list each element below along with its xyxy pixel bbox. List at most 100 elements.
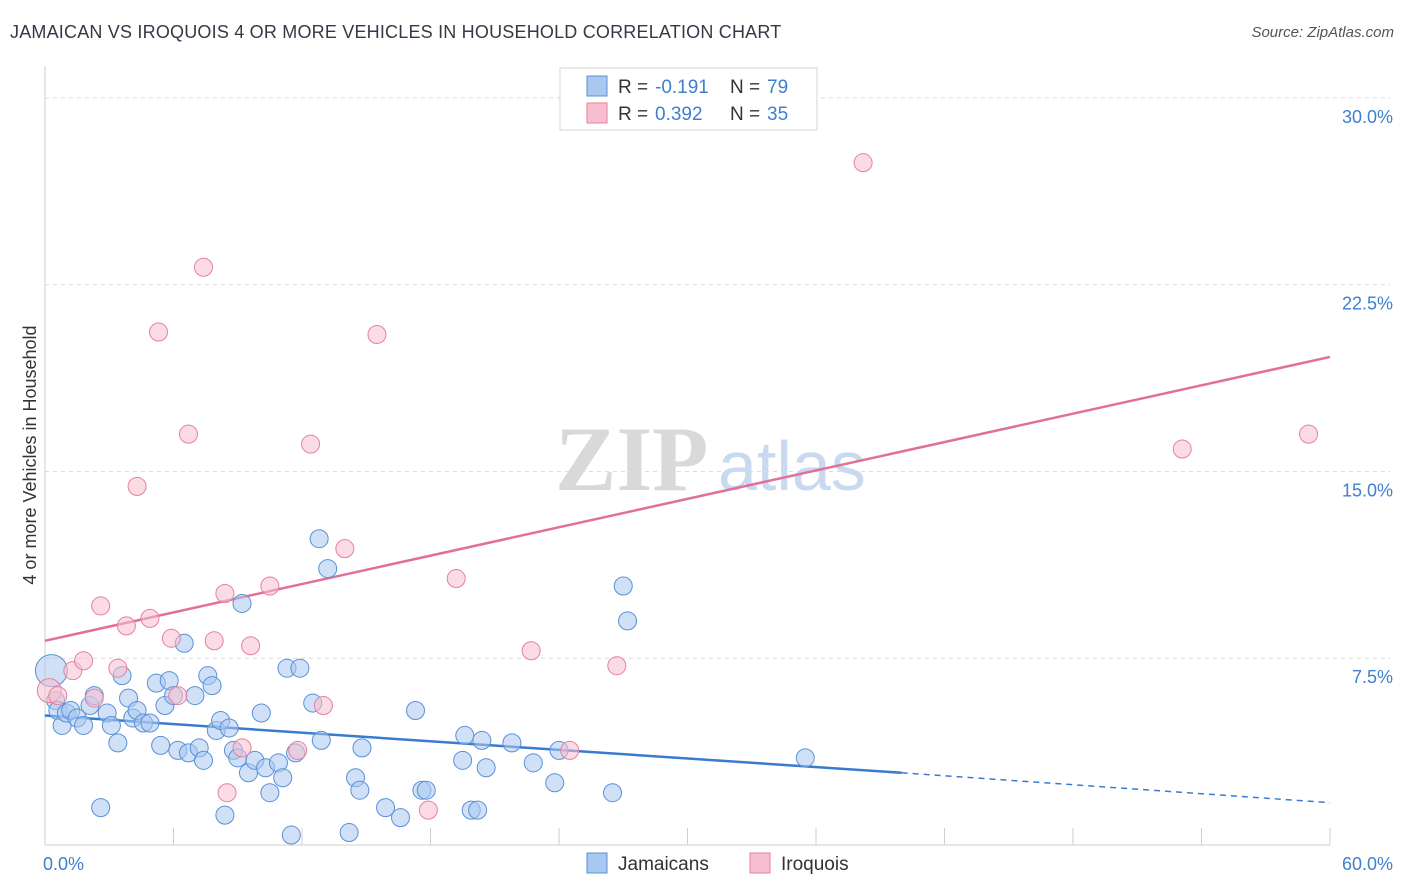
legend-n-value-iroquois: 35 [767,104,788,125]
point-jamaicans [202,676,222,696]
point-iroquois [149,322,169,342]
legend-r-label: R = [618,104,648,125]
point-iroquois [84,688,104,708]
point-iroquois [108,658,128,678]
legend-r-value-iroquois: 0.392 [655,104,703,125]
point-jamaicans [290,658,310,678]
point-jamaicans [91,798,111,818]
chart-title: JAMAICAN VS IROQUOIS 4 OR MORE VEHICLES … [10,22,782,42]
point-jamaicans [215,805,235,825]
point-jamaicans [391,808,411,828]
point-iroquois [91,596,111,616]
x-tick-labels: 0.0% 60.0% [43,854,1393,874]
point-jamaicans [108,733,128,753]
point-jamaicans [151,735,171,755]
point-iroquois [607,656,627,676]
point-jamaicans [101,715,121,735]
watermark-zip: ZIP [555,408,708,510]
point-jamaicans [502,733,522,753]
point-jamaicans [318,559,338,579]
point-jamaicans [260,783,280,803]
point-iroquois [853,153,873,173]
point-iroquois [193,257,213,277]
point-iroquois [140,608,160,628]
point-iroquois [204,631,224,651]
point-jamaicans [281,825,301,845]
point-jamaicans [193,750,213,770]
point-iroquois [168,686,188,706]
point-iroquois [367,324,387,344]
point-iroquois [335,539,355,559]
point-iroquois [446,569,466,589]
point-iroquois [288,740,308,760]
point-iroquois [521,641,541,661]
axes [44,66,1331,846]
point-iroquois [217,783,237,803]
legend-r-label: R = [618,77,648,98]
point-jamaicans [613,576,633,596]
point-iroquois [48,686,68,706]
point-iroquois [241,636,261,656]
y-tick-label: 22.5% [1342,294,1393,314]
legend-n-label: N = [730,104,760,125]
point-jamaicans [232,593,252,613]
point-jamaicans [455,725,475,745]
point-jamaicans [311,730,331,750]
y-axis-label: 4 or more Vehicles in Household [20,325,40,584]
point-jamaicans [618,611,638,631]
y-tick-label: 15.0% [1342,480,1393,500]
x-tick-label: 60.0% [1342,854,1393,874]
watermark: ZIP atlas [555,408,866,510]
stats-legend: R = -0.191 N = 79 R = 0.392 N = 35 [559,67,818,131]
point-iroquois [232,738,252,758]
bottom-legend-label-iroquois: Iroquois [781,854,849,875]
y-tick-label: 7.5% [1352,667,1393,687]
point-jamaicans [472,730,492,750]
legend-n-value-jamaicans: 79 [767,77,788,98]
point-jamaicans [376,798,396,818]
gridlines [45,97,1390,659]
point-iroquois [1172,439,1192,459]
watermark-atlas: atlas [718,427,866,505]
point-jamaicans [416,780,436,800]
point-jamaicans [339,823,359,843]
point-jamaicans [251,703,271,723]
point-iroquois [260,576,280,596]
x-tick-label: 0.0% [43,854,84,874]
legend-swatch-jamaicans [586,75,608,97]
chart-source: Source: ZipAtlas.com [1251,24,1394,41]
point-iroquois [418,800,438,820]
series-legend: Jamaicans Iroquois [586,852,849,875]
point-jamaicans [476,758,496,778]
point-jamaicans [545,773,565,793]
bottom-legend-label-jamaicans: Jamaicans [618,854,709,875]
point-iroquois [116,616,136,636]
point-jamaicans [523,753,543,773]
point-jamaicans [468,800,488,820]
point-jamaicans [406,701,426,721]
point-jamaicans [309,529,329,549]
point-jamaicans [603,783,623,803]
point-iroquois [1299,424,1319,444]
point-jamaicans [74,715,94,735]
point-jamaicans [453,750,473,770]
trend-line-iroquois [44,355,1331,643]
trend-line-extension-jamaicans [901,772,1331,804]
point-iroquois [215,583,235,603]
bottom-legend-swatch-jamaicans [586,852,608,874]
point-iroquois [161,628,181,648]
point-jamaicans [185,686,205,706]
point-iroquois [560,740,580,760]
point-jamaicans [352,738,372,758]
point-iroquois [178,424,198,444]
legend-r-value-jamaicans: -0.191 [655,77,709,98]
point-jamaicans [795,748,815,768]
bottom-legend-swatch-iroquois [749,852,771,874]
point-jamaicans [273,768,293,788]
point-iroquois [313,696,333,716]
point-iroquois [127,476,147,496]
point-iroquois [301,434,321,454]
y-tick-label: 30.0% [1342,107,1393,127]
point-jamaicans [140,713,160,733]
